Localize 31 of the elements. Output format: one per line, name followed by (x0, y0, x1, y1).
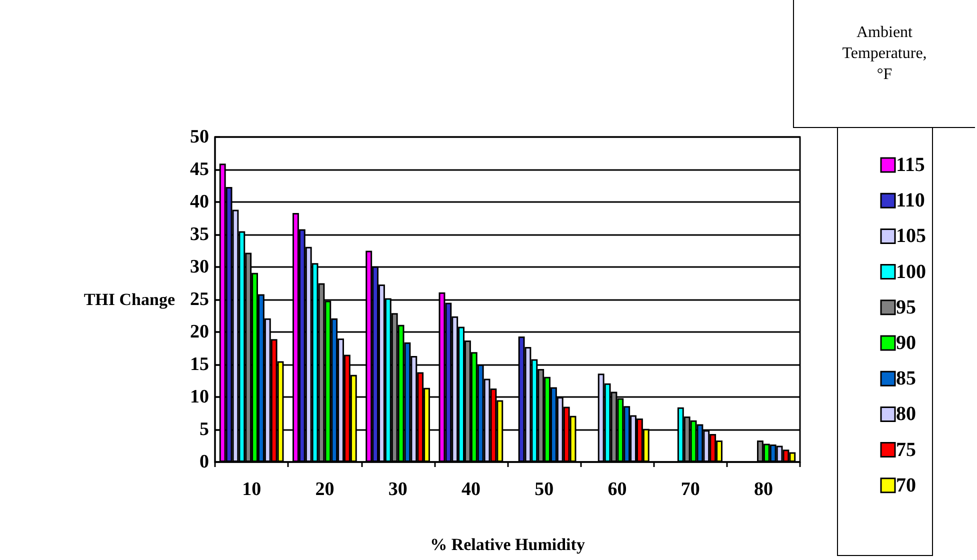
y-axis-title: THI Change (84, 290, 176, 309)
y-tick-label: 45 (190, 159, 209, 180)
legend-title: Ambient Temperature, °F (793, 0, 975, 128)
legend-label: 75 (896, 438, 916, 461)
x-tick-label: 30 (388, 479, 408, 500)
legend-label: 115 (896, 154, 925, 176)
y-tick-label: 35 (190, 224, 209, 245)
legend-label: 100 (896, 260, 926, 283)
legend-label: 95 (896, 296, 916, 318)
y-tick-label: 0 (200, 452, 209, 472)
x-tick-label: 60 (608, 479, 627, 500)
legend-label: 105 (896, 225, 926, 248)
x-tick-label: 70 (680, 479, 700, 500)
y-tick-label: 5 (200, 419, 209, 440)
x-axis-title: % Relative Humidity (430, 535, 586, 554)
legend-label: 80 (896, 403, 916, 426)
legend-label: 85 (896, 368, 916, 390)
legend-label: 90 (896, 332, 916, 354)
y-tick-label: 15 (190, 354, 209, 375)
y-tick-label: 10 (190, 386, 209, 408)
y-tick-label: 20 (190, 322, 209, 342)
x-tick-label: 20 (315, 479, 334, 500)
y-tick-label: 25 (190, 289, 209, 310)
x-tick-label: 50 (534, 479, 554, 500)
x-tick-label: 10 (242, 479, 262, 500)
y-tick-label: 40 (190, 192, 209, 212)
x-tick-label: 40 (461, 479, 480, 500)
y-tick-label: 30 (190, 256, 209, 278)
legend-label: 110 (896, 190, 925, 212)
x-tick-label: 80 (754, 479, 773, 500)
y-tick-label: 50 (190, 126, 209, 148)
